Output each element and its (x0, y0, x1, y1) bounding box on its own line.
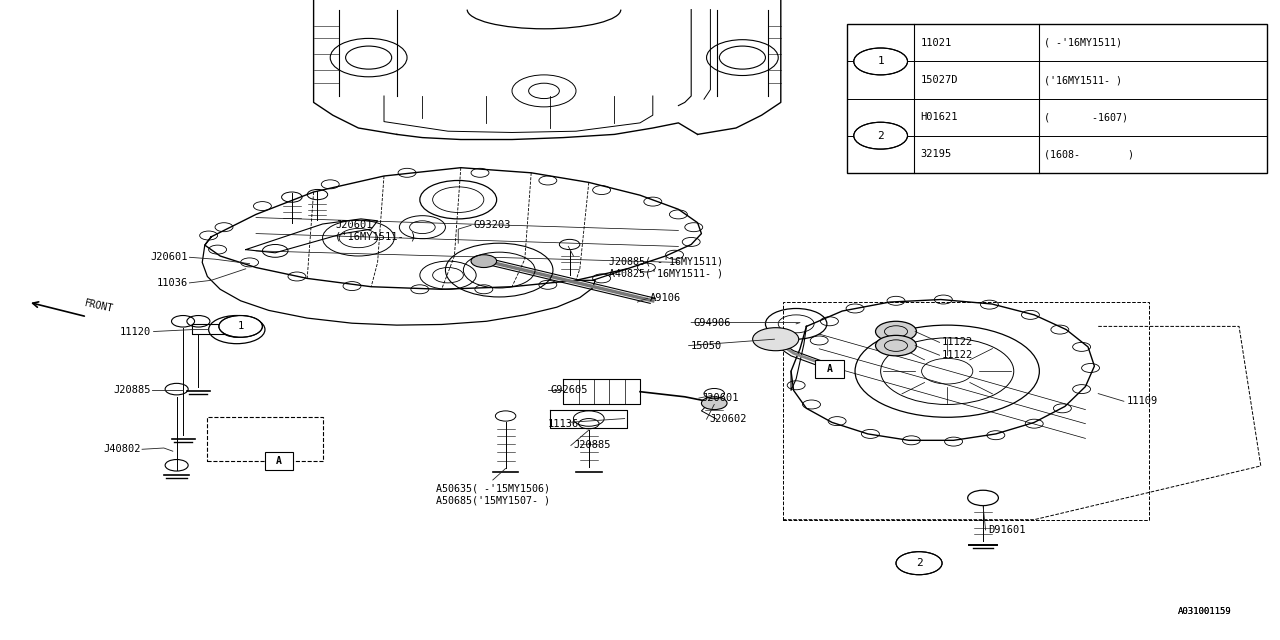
Text: 11036: 11036 (157, 278, 188, 288)
Text: A50635( -'15MY1506): A50635( -'15MY1506) (435, 483, 550, 493)
Text: G93203: G93203 (474, 220, 511, 230)
Text: (       -1607): ( -1607) (1044, 112, 1129, 122)
Text: H01621: H01621 (920, 112, 957, 122)
Text: A40825('16MY1511- ): A40825('16MY1511- ) (609, 268, 723, 278)
Text: A: A (276, 456, 282, 466)
Text: J20601: J20601 (151, 252, 188, 262)
Text: ('16MY1511- ): ('16MY1511- ) (1044, 75, 1123, 85)
Circle shape (854, 48, 908, 75)
Text: J40802: J40802 (104, 444, 141, 454)
Text: G94906: G94906 (694, 317, 731, 328)
Text: FRONT: FRONT (83, 298, 114, 314)
Text: 11136: 11136 (548, 419, 579, 429)
Circle shape (896, 552, 942, 575)
Bar (265, 452, 293, 470)
Text: 15027D: 15027D (920, 75, 957, 85)
Text: 1: 1 (238, 321, 243, 332)
Text: 11021: 11021 (920, 38, 951, 48)
Text: 2: 2 (915, 558, 923, 568)
Text: J20601: J20601 (701, 393, 739, 403)
Text: 11120: 11120 (120, 326, 151, 337)
Circle shape (219, 316, 262, 337)
Text: 32195: 32195 (920, 149, 951, 159)
Text: 2: 2 (877, 131, 884, 141)
Circle shape (221, 322, 252, 337)
Circle shape (701, 397, 727, 410)
Bar (847, 24, 1267, 173)
Text: G92605: G92605 (550, 385, 588, 396)
Circle shape (471, 255, 497, 268)
Text: J20885: J20885 (114, 385, 151, 396)
Circle shape (876, 335, 916, 356)
Text: ('16MY1511- ): ('16MY1511- ) (335, 232, 416, 242)
Text: A9106: A9106 (650, 293, 681, 303)
Text: A031001159: A031001159 (1178, 607, 1231, 616)
Text: D91601: D91601 (988, 525, 1025, 535)
Bar (207, 417, 323, 461)
Text: 11122: 11122 (942, 350, 973, 360)
Text: 11122: 11122 (942, 337, 973, 348)
Text: A031001159: A031001159 (1178, 607, 1231, 616)
Text: J20601: J20601 (335, 220, 372, 230)
Circle shape (854, 122, 908, 149)
Text: 15050: 15050 (691, 340, 722, 351)
Circle shape (876, 321, 916, 342)
Bar (783, 302, 1149, 520)
Bar (815, 360, 844, 378)
Bar (192, 324, 237, 334)
Text: J20885( -'16MY1511): J20885( -'16MY1511) (609, 256, 723, 266)
Text: ( -'16MY1511): ( -'16MY1511) (1044, 38, 1123, 48)
Text: J20602: J20602 (709, 414, 746, 424)
Text: 1: 1 (877, 56, 884, 67)
Text: J20885: J20885 (573, 440, 611, 451)
Text: A: A (827, 364, 832, 374)
Text: 11109: 11109 (1126, 396, 1157, 406)
Text: (1608-        ): (1608- ) (1044, 149, 1134, 159)
Circle shape (753, 328, 799, 351)
Text: A50685('15MY1507- ): A50685('15MY1507- ) (435, 495, 550, 506)
